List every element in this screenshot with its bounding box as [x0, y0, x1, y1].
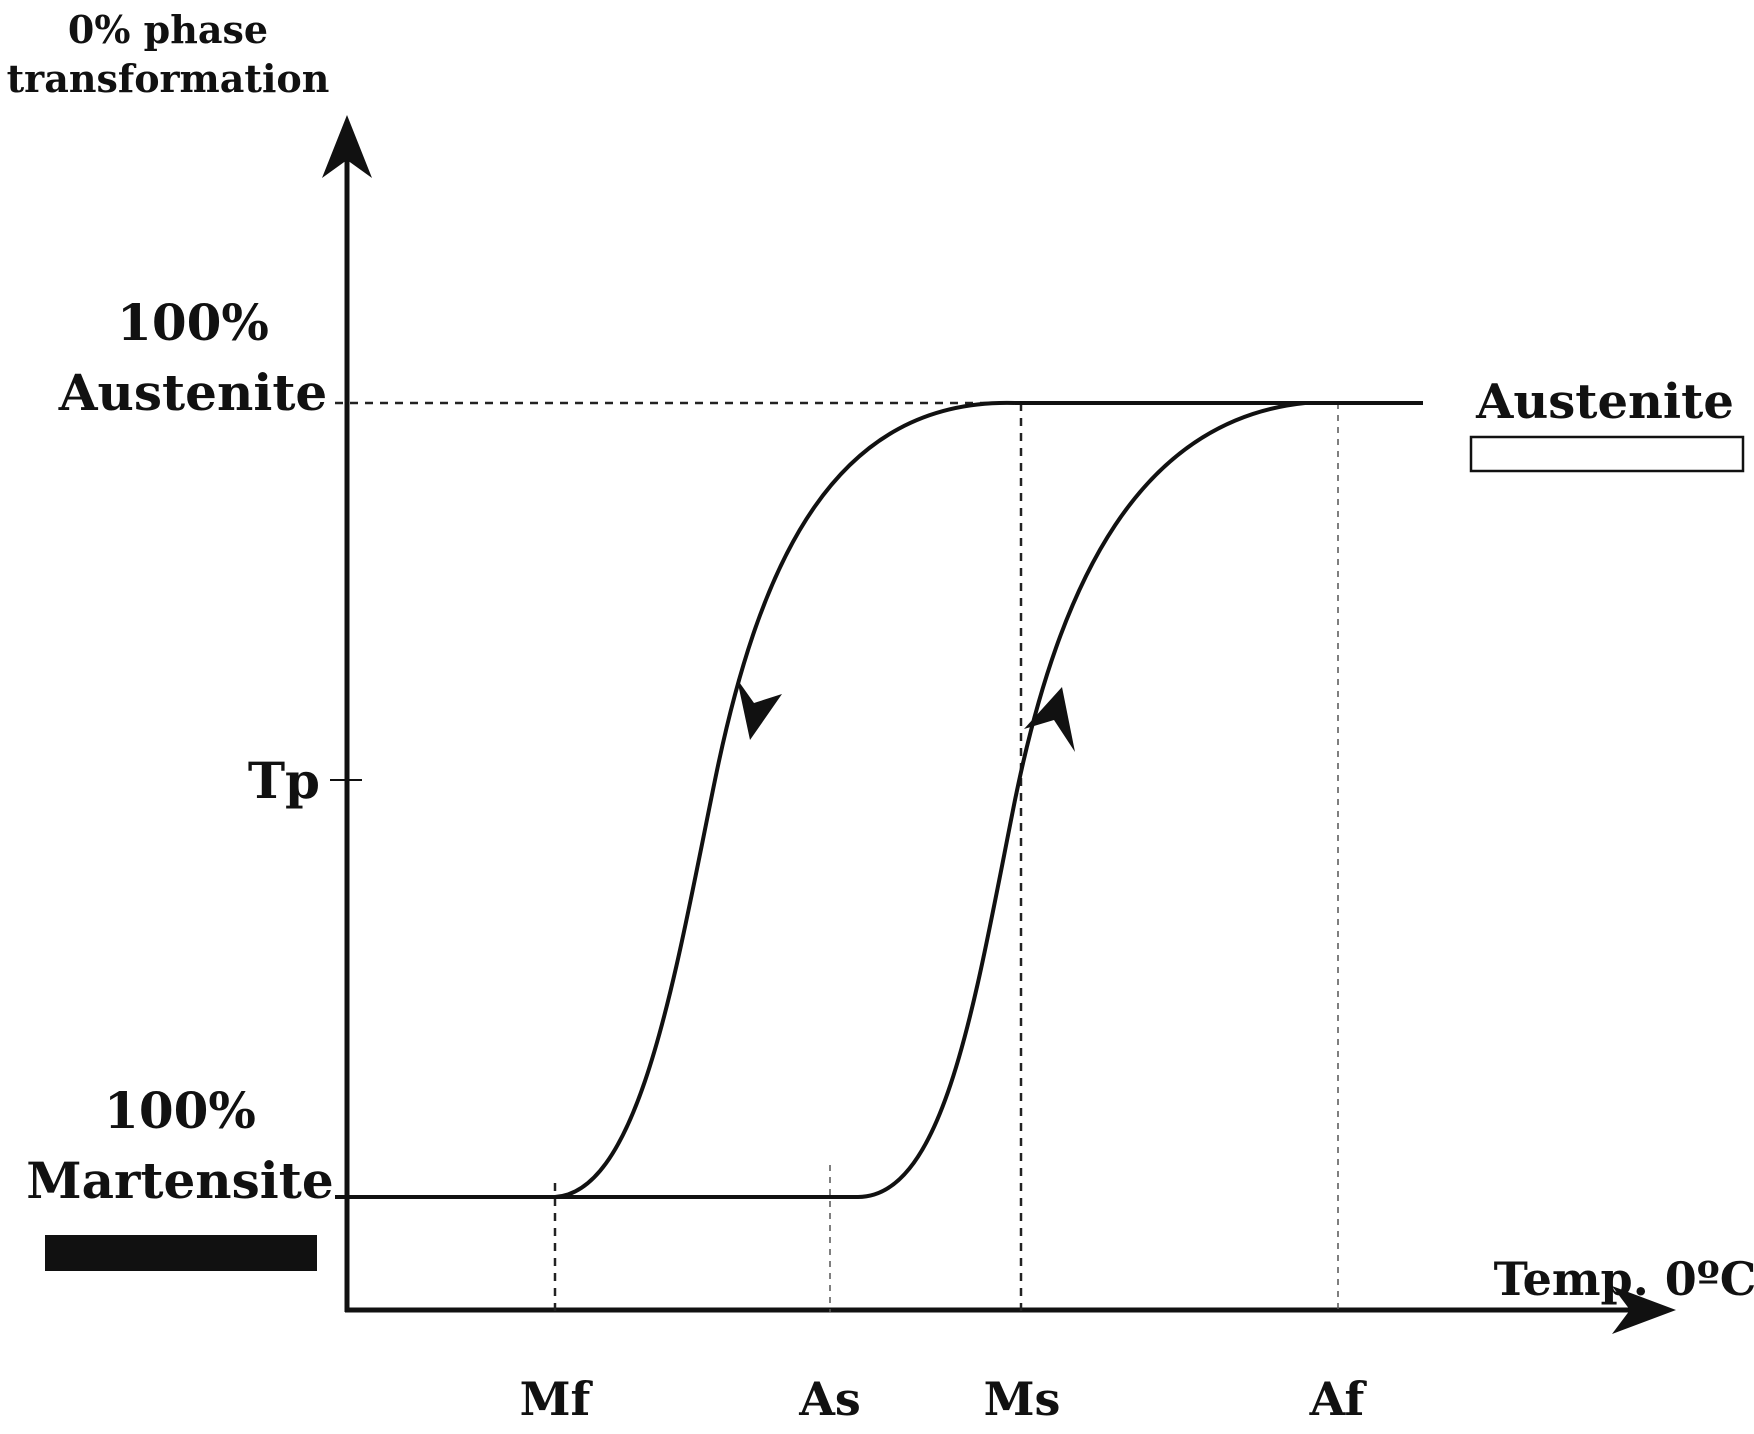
- tp-label: Tp: [248, 751, 320, 810]
- heating-arrowhead: [1024, 687, 1075, 752]
- austenite-level-label-line2: Austenite: [58, 363, 327, 422]
- austenite-level-label-line1: 100%: [117, 293, 269, 352]
- tick-label-as: As: [798, 1372, 861, 1426]
- phase-transformation-diagram: 0% phase transformation 100% Austenite T…: [0, 0, 1754, 1434]
- y-axis-title-line1: 0% phase: [68, 7, 268, 52]
- x-axis-title: Temp. 0ºC: [1494, 1252, 1754, 1306]
- y-axis-title-line2: transformation: [7, 56, 330, 101]
- tick-label-mf: Mf: [520, 1372, 594, 1426]
- heating-curve: [858, 403, 1305, 1197]
- martensite-level-label-line1: 100%: [104, 1081, 256, 1140]
- cooling-arrowhead: [737, 679, 782, 740]
- tick-label-af: Af: [1309, 1372, 1368, 1426]
- tick-label-ms: Ms: [984, 1372, 1061, 1426]
- cooling-curve: [555, 403, 1015, 1197]
- martensite-level-label-line2: Martensite: [26, 1151, 333, 1210]
- austenite-legend-label: Austenite: [1475, 374, 1734, 430]
- martensite-swatch: [45, 1235, 317, 1271]
- austenite-swatch: [1471, 437, 1743, 471]
